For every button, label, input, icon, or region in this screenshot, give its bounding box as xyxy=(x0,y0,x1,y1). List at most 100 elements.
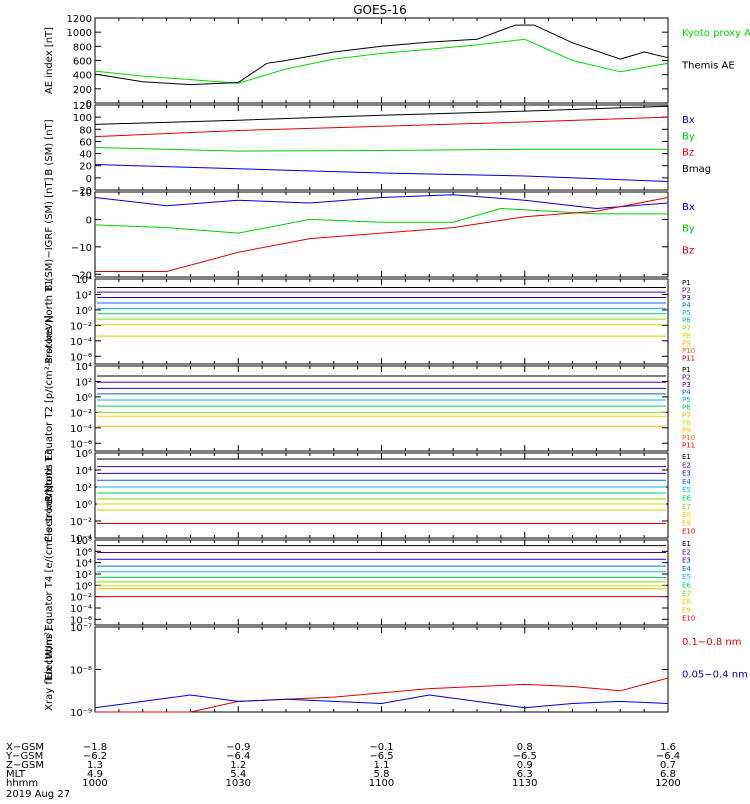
orbit-cell: 1200 xyxy=(655,778,680,789)
chart-title: GOES-16 xyxy=(353,3,407,17)
legend-p2: P2 xyxy=(682,287,691,295)
panel-1-ylabel: AE index [nT] xyxy=(44,27,55,94)
panel-8-frame xyxy=(94,626,669,713)
legend-p2: P2 xyxy=(682,374,691,382)
legend-p9: P9 xyxy=(682,426,691,434)
legend-p5: P5 xyxy=(682,396,691,404)
legend-p11: P11 xyxy=(682,354,695,362)
legend-0-05-0-4-nm: 0.05−0.4 nm xyxy=(682,670,748,681)
legend-p9: P9 xyxy=(682,339,691,347)
panel-6-ytick-label: 10⁶ xyxy=(75,449,92,460)
legend-e6: E6 xyxy=(682,582,691,590)
panel-2-ytick-label: 120 xyxy=(73,101,92,112)
panel-2-ytick-label: 100 xyxy=(73,113,92,124)
legend-p8: P8 xyxy=(682,419,691,427)
panel-4-ytick-label: 10⁻² xyxy=(70,321,92,332)
panel-2-ytick-label: 0 xyxy=(86,174,92,185)
panel-7-ytick-label: 10⁻⁴ xyxy=(70,604,92,615)
panel-6-ytick-label: 10⁴ xyxy=(75,466,92,477)
legend-e10: E10 xyxy=(682,528,695,536)
orbit-cell: −6.2 xyxy=(83,751,107,762)
legend-e9: E9 xyxy=(682,519,691,527)
orbit-row-label: X−GSM xyxy=(6,742,44,753)
legend-p5: P5 xyxy=(682,309,691,317)
panel-8-ylabel: Xray flux [W/m²] xyxy=(44,628,55,711)
panel-4-ylabel: Protons North T1 xyxy=(44,279,55,363)
panel-7-ytick-label: 10⁴ xyxy=(75,559,92,570)
panel-5-ytick-label: 10⁻⁴ xyxy=(70,424,92,435)
legend-bx: Bx xyxy=(682,202,695,213)
panel-7-ytick-label: 10⁸ xyxy=(75,536,92,547)
legend-e8: E8 xyxy=(682,511,691,519)
series-0-05-0-4-nm-line xyxy=(94,694,669,709)
panel-3-ylabel: B (SM)−IGRF (SM) [nT] xyxy=(44,177,55,291)
orbit-cell: 1130 xyxy=(512,778,537,789)
orbit-cell: −6.5 xyxy=(513,751,537,762)
series-by-line xyxy=(94,147,668,152)
orbit-cell: 1000 xyxy=(82,778,107,789)
panel-5-ytick-label: 10⁴ xyxy=(75,362,92,373)
orbit-cell: 0.8 xyxy=(517,742,533,753)
orbit-cell: 0.9 xyxy=(517,760,533,771)
legend-p10: P10 xyxy=(682,434,695,442)
legend-e3: E3 xyxy=(682,470,691,478)
legend-e4: E4 xyxy=(682,478,691,486)
panel-6-ylabel: Electrons North T3 xyxy=(44,449,55,542)
orbit-row-label: Z−GSM xyxy=(6,760,44,771)
legend-bmag: Bmag xyxy=(682,164,711,175)
panel-1-ytick-label: 400 xyxy=(73,71,92,82)
panel-5-ytick-label: 10⁻² xyxy=(70,408,92,419)
panel-7-ytick-label: 10⁻² xyxy=(70,593,92,604)
legend-p1: P1 xyxy=(682,279,691,287)
panel-4-ytick-label: 10² xyxy=(75,290,92,301)
panel-4-ytick-label: 10⁰ xyxy=(75,306,92,317)
panel-8-ytick-label: 10⁻⁹ xyxy=(70,708,92,719)
panel-5-ytick-label: 10⁰ xyxy=(75,393,92,404)
panel-1-ytick-label: 1200 xyxy=(67,14,92,25)
legend-by: By xyxy=(682,131,695,142)
legend-e1: E1 xyxy=(682,540,691,548)
panel-7-ytick-label: 10⁰ xyxy=(75,581,92,592)
orbit-cell: 5.4 xyxy=(230,769,246,780)
legend-e5: E5 xyxy=(682,573,691,581)
legend-bz: Bz xyxy=(682,245,694,256)
orbit-cell: 1.6 xyxy=(660,742,676,753)
panel-8-ytick-label: 10⁻⁸ xyxy=(70,666,92,677)
orbit-cell: 1100 xyxy=(369,778,394,789)
panel-7-ytick-label: 10⁶ xyxy=(75,547,92,558)
panel-3-ytick-label: 0 xyxy=(86,215,92,226)
orbit-cell: −0.1 xyxy=(369,742,393,753)
panel-3-ytick-label: 10 xyxy=(79,188,92,199)
orbit-cell: −0.9 xyxy=(226,742,250,753)
legend-p4: P4 xyxy=(682,302,691,310)
orbit-cell: 1.3 xyxy=(87,760,103,771)
legend-bx: Bx xyxy=(682,115,695,126)
orbit-cell: −1.8 xyxy=(83,742,107,753)
legend-p3: P3 xyxy=(682,294,691,302)
panel-6-ytick-label: 10² xyxy=(75,483,92,494)
legend-themis-ae: Themis AE xyxy=(681,61,735,72)
orbit-cell: 1.2 xyxy=(230,760,246,771)
panel-3-ytick-label: −10 xyxy=(71,243,92,254)
panel-5-frame xyxy=(94,365,669,452)
series-bz-line xyxy=(95,197,669,272)
legend-p3: P3 xyxy=(682,381,691,389)
panel-7-ytick-label: 10² xyxy=(75,570,92,581)
panel-7-ylabel: Electrons Equator T4 [e/(cm²-s-sr-keV)] xyxy=(44,485,55,680)
series-bmag-line xyxy=(94,105,669,125)
series-bz-line xyxy=(94,116,669,138)
legend-e9: E9 xyxy=(682,606,691,614)
panel-1-ytick-label: 600 xyxy=(73,57,92,68)
legend-kyoto-proxy-ae: Kyoto proxy AE xyxy=(682,28,750,39)
legend-e7: E7 xyxy=(682,590,691,598)
panel-5-ytick-label: 10⁻⁶ xyxy=(70,439,92,450)
legend-e6: E6 xyxy=(682,495,691,503)
legend-e2: E2 xyxy=(682,461,691,469)
legend-e2: E2 xyxy=(682,548,691,556)
legend-p1: P1 xyxy=(682,366,691,374)
panel-8-ytick-label: 10⁻⁷ xyxy=(70,623,92,634)
legend-by: By xyxy=(682,224,695,235)
orbit-row-label: hhmm xyxy=(6,778,38,789)
orbit-cell: 1.1 xyxy=(374,760,390,771)
